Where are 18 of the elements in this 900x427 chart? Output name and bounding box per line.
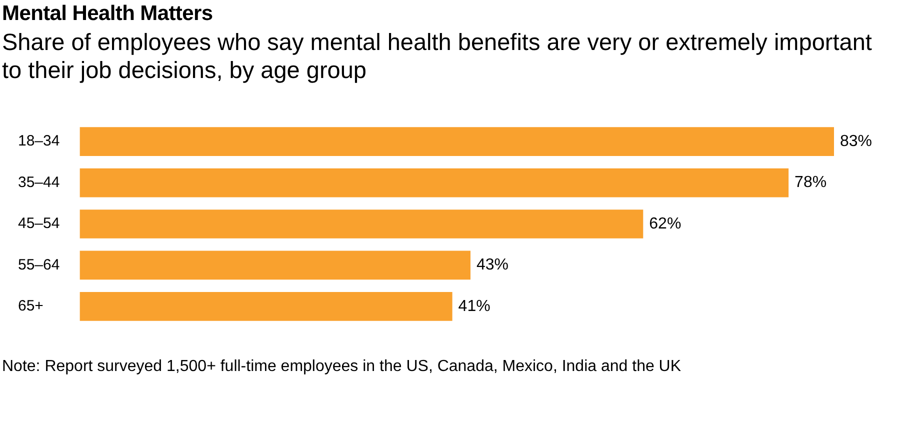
chart-subtitle: Share of employees who say mental health benefits are very or extremely important to their job decisions, by age group — [2, 28, 873, 84]
data-label: 62% — [649, 215, 682, 232]
bar — [80, 210, 644, 238]
text: Note: Report surveyed 1,500+ full-time employees in the US, Canada, Mexico, India and the UK — [2, 357, 682, 377]
bar — [80, 168, 789, 198]
bar — [80, 292, 452, 321]
bar — [80, 250, 470, 280]
data-label: 41% — [458, 298, 490, 315]
y-tick-label: 45–54 — [18, 215, 60, 232]
y-tick-label: 55–64 — [18, 256, 60, 274]
data-label: 78% — [794, 174, 827, 192]
y-tick-label: 18–34 — [18, 132, 60, 150]
bar — [80, 127, 834, 156]
data-label: 83% — [840, 133, 872, 150]
data-label: 43% — [476, 256, 509, 274]
y-tick-label: 65+ — [18, 298, 44, 315]
chart-title: Mental Health Matters — [2, 2, 213, 26]
y-tick-label: 35–44 — [18, 174, 60, 191]
